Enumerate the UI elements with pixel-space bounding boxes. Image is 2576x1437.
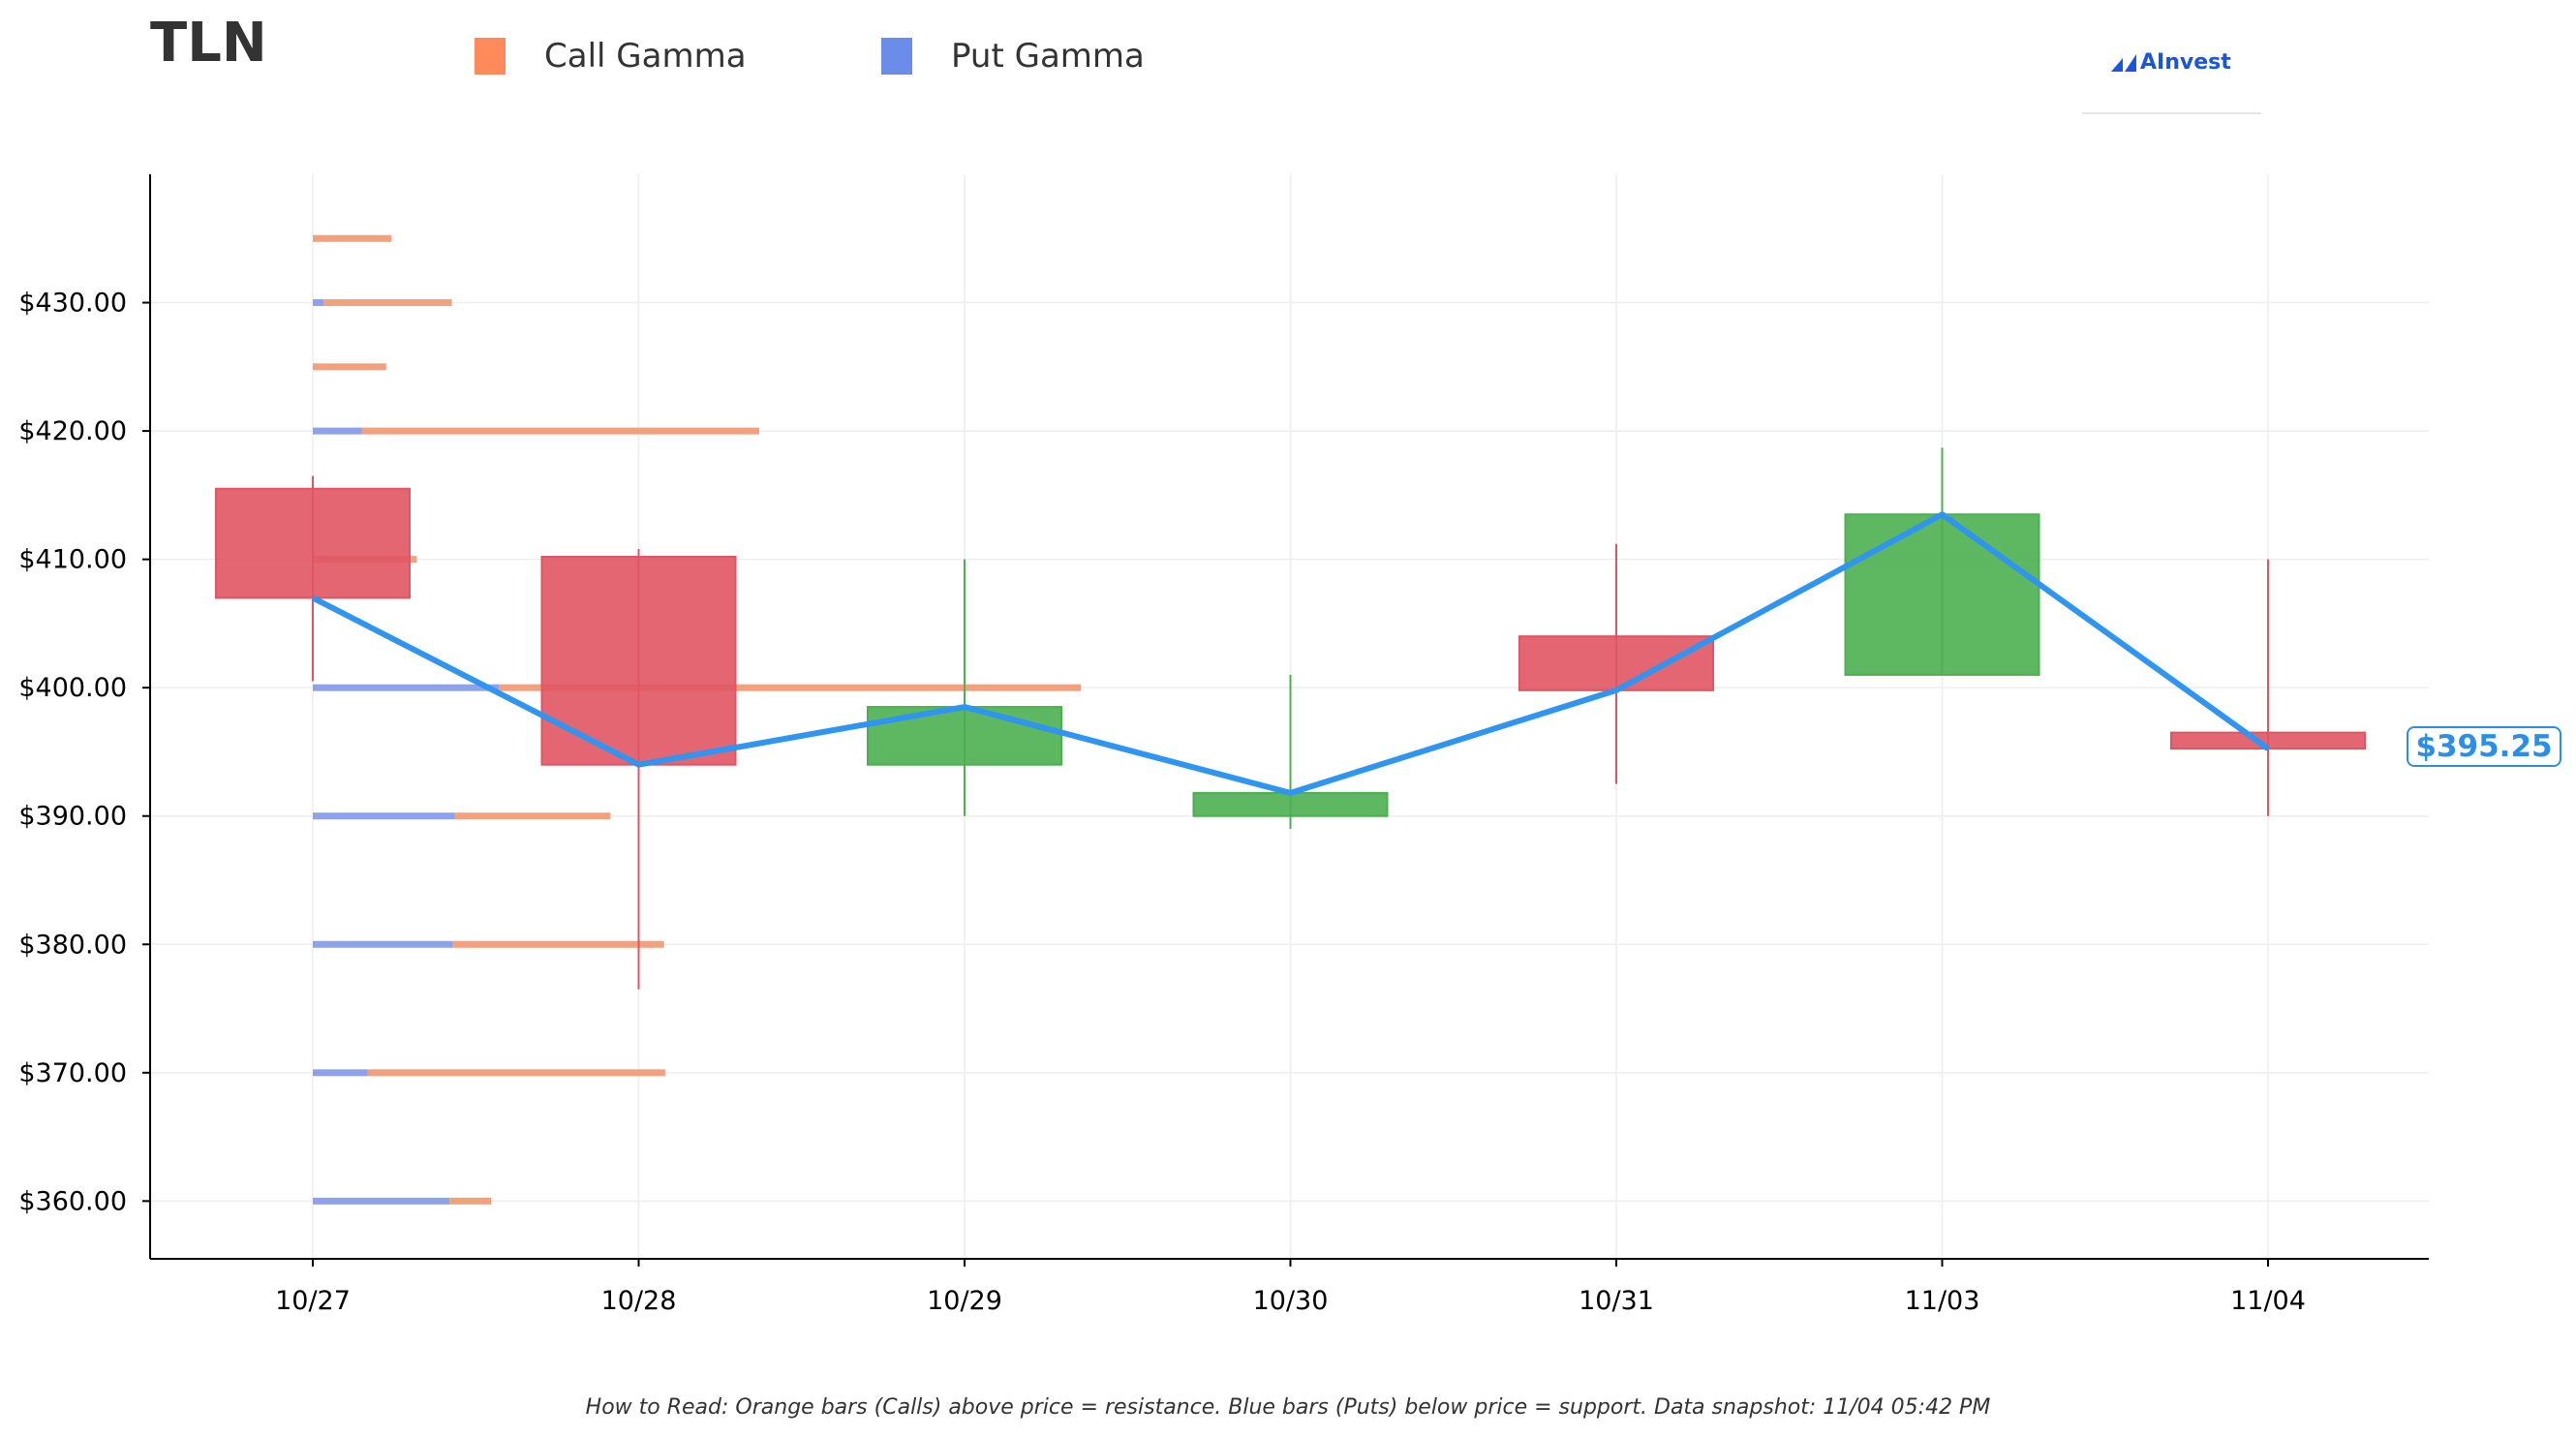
x-tick-label: 10/28: [601, 1286, 677, 1316]
put-gamma-bar: [313, 812, 455, 820]
ticker-title: TLN: [150, 12, 267, 75]
y-tick-label: $370.00: [18, 1058, 127, 1088]
x-tick-label: 10/31: [1579, 1286, 1654, 1316]
y-tick-label: $410.00: [18, 545, 127, 575]
call-gamma-swatch: [475, 38, 506, 75]
call-gamma-bar: [454, 812, 611, 820]
put-gamma-bar: [313, 1197, 450, 1205]
candle-body-up: [867, 706, 1062, 766]
y-tick-label: $430.00: [18, 289, 127, 319]
y-tick-label: $380.00: [18, 930, 127, 960]
call-gamma-bar: [499, 684, 1082, 691]
candle-body-up: [1192, 791, 1389, 817]
call-gamma-bar: [367, 1069, 665, 1077]
ainvest-logo: AInvest: [2082, 39, 2261, 114]
y-tick-label: $400.00: [18, 673, 127, 703]
candle-body-down: [1518, 635, 1714, 691]
put-gamma-bar: [313, 427, 362, 435]
price-line: [311, 511, 2270, 796]
legend-call-gamma-label: Call Gamma: [544, 37, 747, 76]
x-tick-label: 10/27: [275, 1286, 351, 1316]
put-gamma-bar: [313, 940, 453, 948]
call-gamma-bar: [361, 427, 760, 435]
candle-body-up: [1844, 513, 2040, 676]
x-tick-label: 10/29: [927, 1286, 1002, 1316]
legend-call-gamma: Call Gamma: [475, 37, 747, 76]
logo-text: AInvest: [2140, 50, 2231, 75]
legend-put-gamma: Put Gamma: [881, 37, 1145, 76]
put-gamma-swatch: [881, 38, 912, 75]
how-to-read-footnote: How to Read: Orange bars (Calls) above p…: [585, 1395, 1991, 1420]
call-gamma-bar: [449, 1197, 492, 1205]
current-price-tag: $395.25: [2407, 726, 2561, 767]
x-tick-label: 11/03: [1905, 1286, 1980, 1316]
put-gamma-bar: [313, 299, 324, 307]
x-tick-label: 11/04: [2230, 1286, 2306, 1316]
logo-chart-icon: [2111, 54, 2136, 72]
call-gamma-bar: [452, 940, 664, 948]
call-gamma-bar: [313, 363, 386, 371]
y-tick-label: $360.00: [18, 1186, 127, 1216]
x-tick-label: 10/30: [1253, 1286, 1329, 1316]
y-tick-label: $420.00: [18, 416, 127, 446]
legend-put-gamma-label: Put Gamma: [951, 37, 1145, 76]
candle-body-down: [215, 487, 411, 599]
candle-body-down: [540, 555, 737, 766]
call-gamma-bar: [323, 299, 452, 307]
call-gamma-bar: [313, 234, 392, 242]
y-tick-label: $390.00: [18, 802, 127, 832]
put-gamma-bar: [313, 684, 500, 691]
put-gamma-bar: [313, 1069, 368, 1077]
